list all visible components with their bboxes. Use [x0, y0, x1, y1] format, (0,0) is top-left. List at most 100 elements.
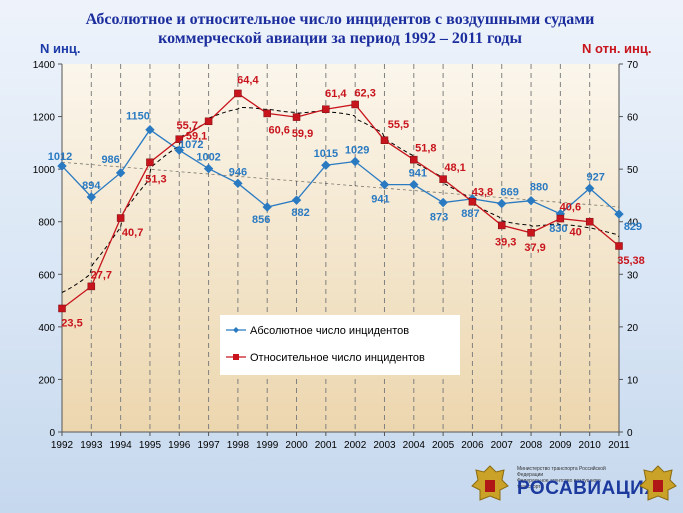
- absolute-point: [262, 202, 272, 212]
- relative-point: [175, 135, 184, 143]
- relative-data-label: 27,7: [91, 269, 112, 281]
- relative-data-label: 59,9: [292, 128, 313, 140]
- absolute-data-label: 869: [501, 187, 519, 199]
- relative-point: [292, 113, 301, 121]
- relative-point: [615, 242, 623, 250]
- absolute-data-label: 880: [530, 182, 548, 194]
- absolute-point: [57, 161, 67, 171]
- relative-data-label: 59,1: [186, 130, 207, 142]
- relative-data-label: 62,3: [354, 87, 375, 99]
- trend-lines: [61, 107, 620, 293]
- relative-data-label: 40,7: [122, 227, 143, 239]
- left-tick-label: 200: [38, 375, 55, 386]
- legend-marker: [233, 327, 239, 333]
- left-tick-label: 800: [38, 218, 55, 229]
- relative-data-label: 48,1: [444, 162, 465, 174]
- absolute-point: [174, 145, 184, 155]
- left-tick-label: 1000: [33, 165, 56, 176]
- relative-point: [380, 136, 389, 144]
- relative-data-label: 40,6: [560, 202, 581, 214]
- absolute-data-label: 1002: [196, 152, 220, 164]
- relative-point: [234, 89, 242, 98]
- relative-data-label: 51,3: [145, 173, 166, 185]
- absolute-data-label: 882: [291, 207, 309, 219]
- absolute-point: [86, 192, 97, 202]
- x-tick-label: 2006: [461, 440, 484, 451]
- absolute-data-label: 927: [587, 171, 605, 183]
- relative-data-label: 60,6: [268, 124, 289, 136]
- absolute-data-label: 1150: [126, 111, 150, 123]
- absolute-point: [614, 209, 624, 219]
- absolute-point: [145, 125, 155, 135]
- x-tick-label: 2001: [315, 440, 338, 451]
- x-tick-label: 2011: [608, 440, 630, 451]
- relative-data-label: 51,8: [415, 143, 436, 155]
- absolute-point: [233, 178, 243, 189]
- right-tick-label: 40: [627, 218, 639, 229]
- relative-data-label: 61,4: [325, 88, 347, 100]
- x-tick-label: 2008: [520, 440, 543, 451]
- absolute-data-label: 1012: [48, 151, 72, 163]
- relative-point: [116, 214, 125, 222]
- relative-data-label: 37,9: [524, 242, 545, 254]
- x-tick-label: 2000: [285, 440, 308, 451]
- absolute-point: [350, 156, 360, 167]
- absolute-series-line: [61, 128, 620, 215]
- ministry-caption: Министерство транспорта Российской Федер…: [517, 466, 627, 490]
- relative-point: [322, 105, 330, 113]
- absolute-point: [584, 183, 595, 194]
- legend-marker: [233, 354, 239, 360]
- absolute-point: [321, 160, 331, 170]
- absolute-data-label: 986: [101, 154, 119, 166]
- absolute-data-label: 946: [229, 166, 247, 178]
- right-tick-label: 30: [627, 270, 639, 281]
- relative-point: [556, 214, 565, 223]
- absolute-point: [203, 163, 214, 174]
- absolute-data-label: 941: [409, 168, 427, 180]
- relative-point: [468, 197, 477, 206]
- right-tick-label: 70: [627, 60, 639, 71]
- absolute-data-label: 829: [624, 221, 642, 233]
- left-tick-label: 600: [38, 270, 55, 281]
- absolute-data-label: 894: [82, 180, 101, 192]
- chart-title-line1: Абсолютное и относительное число инциден…: [85, 11, 595, 28]
- x-tick-label: 2005: [432, 440, 455, 451]
- x-tick-label: 2009: [549, 440, 572, 451]
- left-tick-label: 400: [38, 323, 55, 334]
- relative-point: [351, 100, 359, 109]
- relative-data-label: 40: [570, 227, 582, 239]
- absolute-point: [409, 179, 419, 190]
- absolute-data-label: 856: [252, 214, 270, 226]
- relative-point: [497, 221, 506, 230]
- relative-point: [527, 229, 535, 237]
- relative-point: [58, 304, 66, 313]
- relative-data-label: 55,7: [177, 120, 198, 132]
- relative-data-label: 23,5: [61, 317, 82, 329]
- right-tick-label: 0: [627, 428, 633, 439]
- relative-point: [146, 158, 154, 167]
- absolute-data-label: 1029: [345, 145, 369, 157]
- x-tick-label: 2004: [403, 440, 426, 451]
- ministry-line1: Министерство транспорта Российской Федер…: [517, 466, 606, 478]
- x-tick-label: 1996: [168, 440, 191, 451]
- relative-point: [204, 117, 213, 126]
- relative-point: [439, 175, 447, 183]
- relative-data-label: 39,3: [495, 236, 516, 248]
- right-tick-label: 20: [627, 323, 639, 334]
- ministry-line2: Федеральное агентство воздушного транспо…: [517, 478, 601, 490]
- absolute-data-label: 830: [549, 223, 567, 235]
- absolute-point: [497, 198, 507, 209]
- x-tick-label: 1995: [139, 440, 162, 451]
- legend: Абсолютное число инцидентов Относительное…: [220, 315, 460, 375]
- right-tick-label: 60: [627, 113, 639, 124]
- x-tick-label: 1998: [227, 440, 250, 451]
- right-axis-title: N отн. инц.: [582, 41, 652, 56]
- absolute-point: [115, 168, 126, 178]
- relative-series-line: [61, 92, 620, 309]
- absolute-data-label: 873: [430, 212, 448, 224]
- legend-box: [220, 315, 460, 375]
- relative-data-label: 64,4: [237, 74, 259, 86]
- absolute-data-label: 1015: [314, 148, 338, 160]
